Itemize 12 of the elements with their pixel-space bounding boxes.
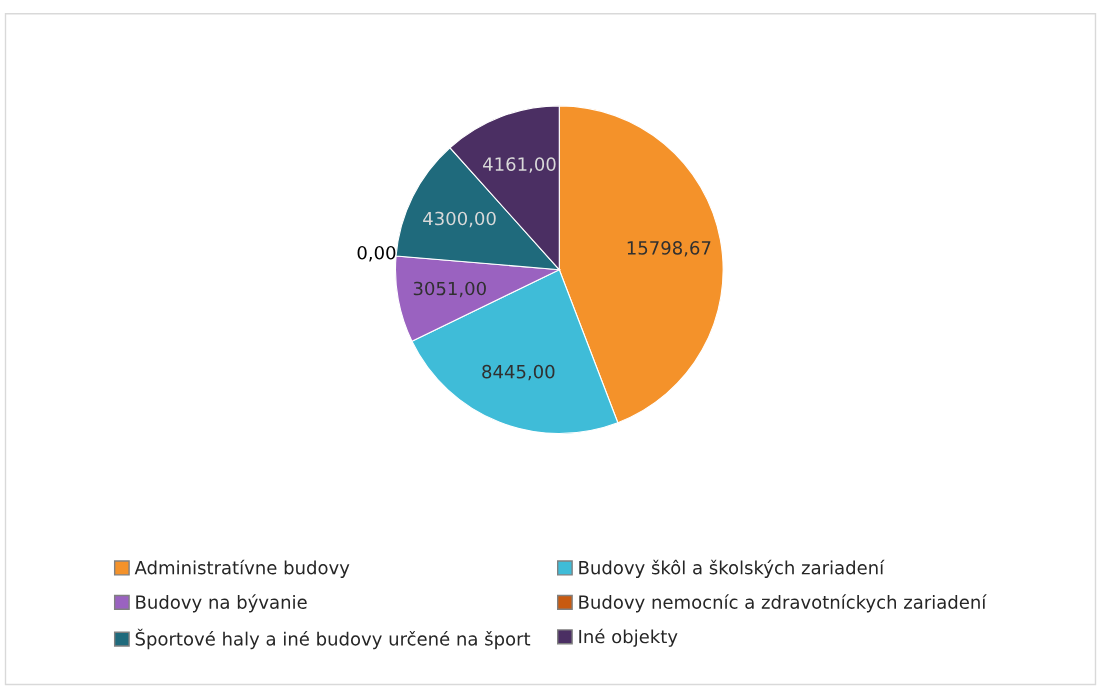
legend-label: Budovy na bývanie: [136, 594, 307, 613]
legend-label: Administratívne budovy: [134, 559, 350, 578]
data-label: 4300,00: [423, 211, 496, 228]
data-label: 4161,00: [483, 157, 556, 173]
legend-label: Budovy nemocníc a zdravotníckych zariadení: [579, 594, 987, 613]
legend-label: Budovy škôl a školských zariadení: [579, 559, 885, 578]
legend-label: Športové haly a iné budovy určené na šport: [135, 628, 531, 650]
data-label: 3051,00: [413, 281, 486, 298]
data-label: 8445,00: [482, 364, 555, 381]
data-label: 15798,67: [627, 241, 711, 257]
text: 0,00: [357, 245, 396, 262]
legend-label: Iné objekty: [579, 628, 678, 647]
